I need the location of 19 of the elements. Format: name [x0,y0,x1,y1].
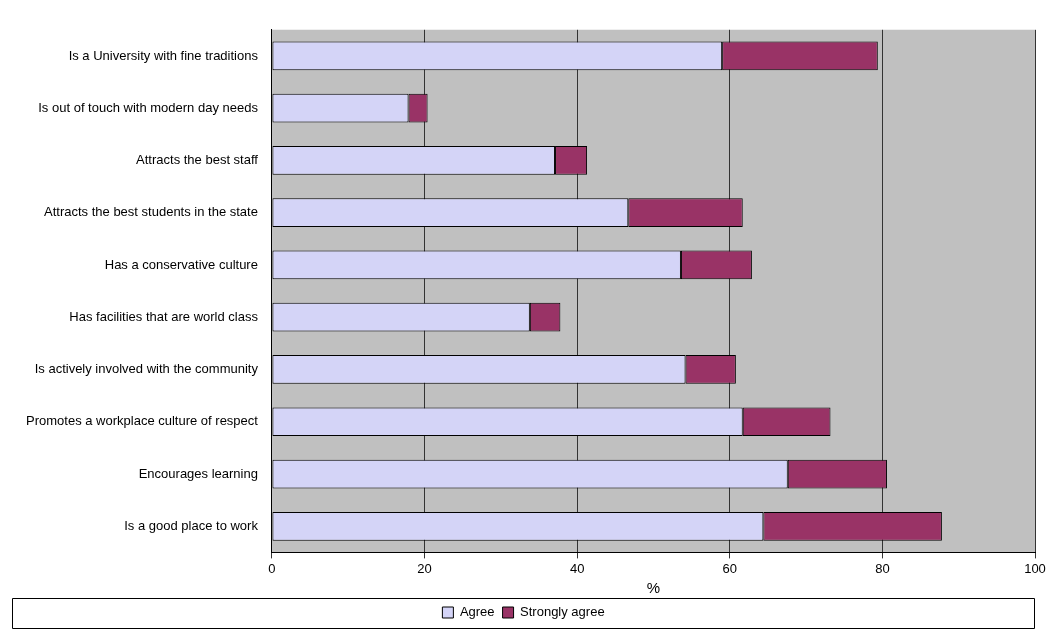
x-tick-label: 100 [1024,560,1046,576]
x-tick-label: 40 [569,560,585,576]
x-tick-label: 20 [417,560,432,576]
y-tick-label: Attracts the best students in the state [44,204,258,220]
x-axis-title: % [646,579,661,597]
y-tick-label: Has facilities that are world class [69,308,259,324]
y-tick-label: Encourages learning [138,465,258,481]
y-tick-label: Has a conservative culture [104,256,258,272]
legend-label: Strongly agree [520,604,605,620]
legend-label: Agree [459,604,495,620]
y-tick-label: Attracts the best staff [136,152,259,168]
x-tick-label: 60 [722,560,738,576]
y-tick-label: Is out of touch with modern day needs [38,99,259,115]
y-tick-label: Is actively involved with the community [34,361,259,377]
y-tick-label: Is a good place to work [124,517,259,533]
x-tick-label: 0 [268,560,276,576]
y-tick-label: Promotes a workplace culture of respect [26,413,259,429]
y-tick-label: Is a University with fine traditions [68,47,259,63]
x-tick-label: 80 [875,560,890,576]
